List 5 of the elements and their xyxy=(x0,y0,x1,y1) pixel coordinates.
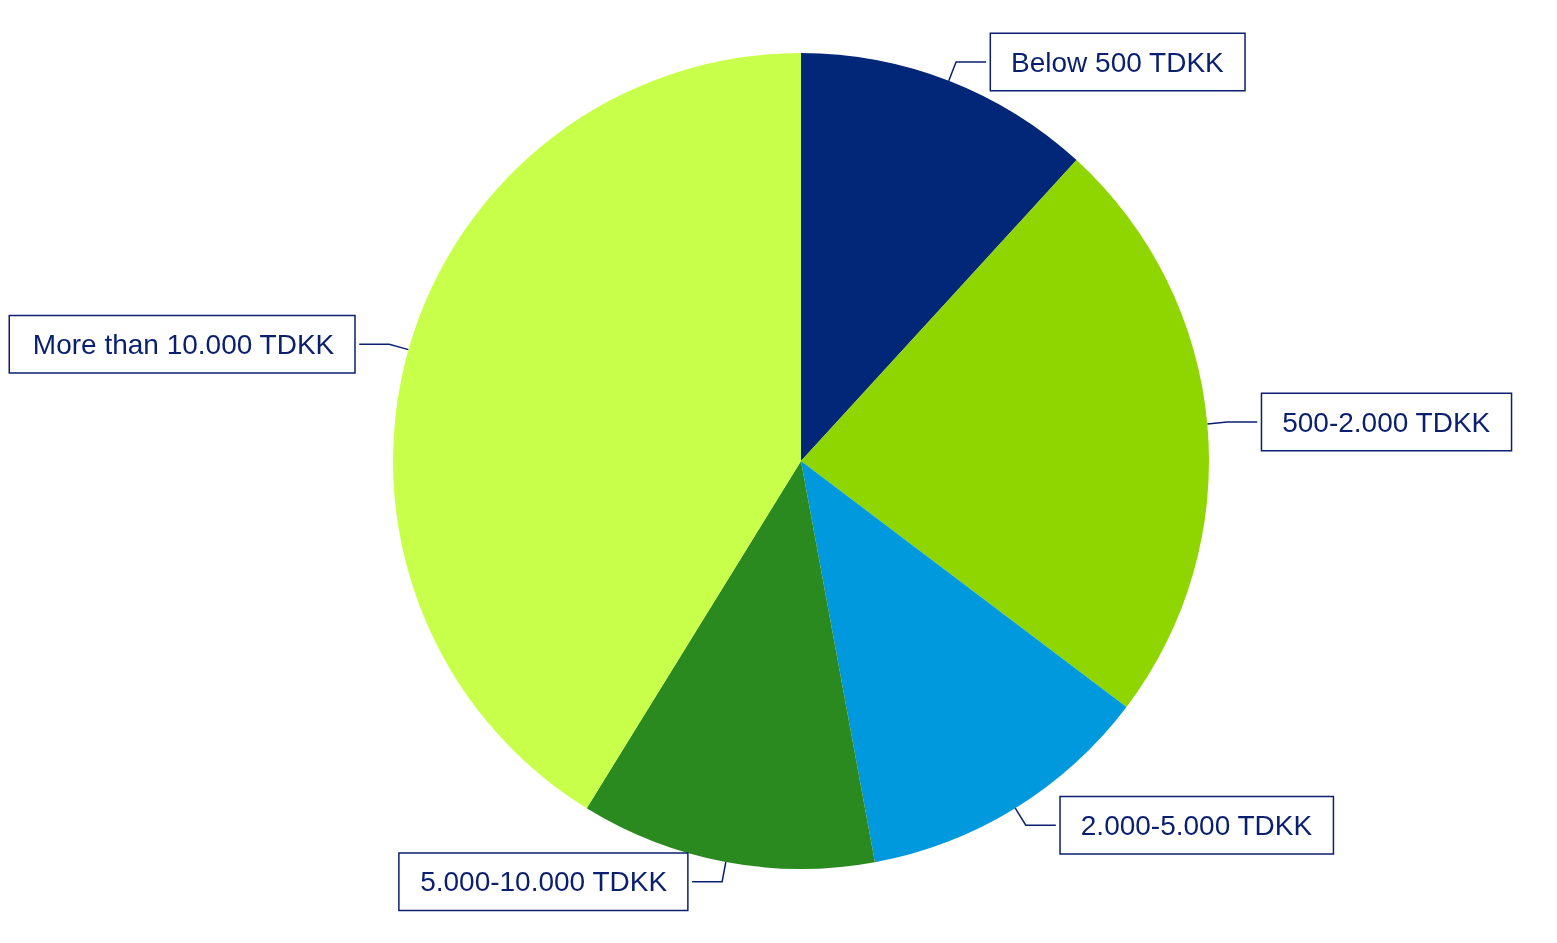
slice-label: 5.000-10.000 TDKK xyxy=(420,866,668,898)
slice-label: 500-2.000 TDKK xyxy=(1282,406,1491,438)
slice-label: 2.000-5.000 TDKK xyxy=(1080,809,1313,841)
slice-label: More than 10.000 TDKK xyxy=(32,328,335,360)
slice-label: Below 500 TDKK xyxy=(1011,46,1225,78)
